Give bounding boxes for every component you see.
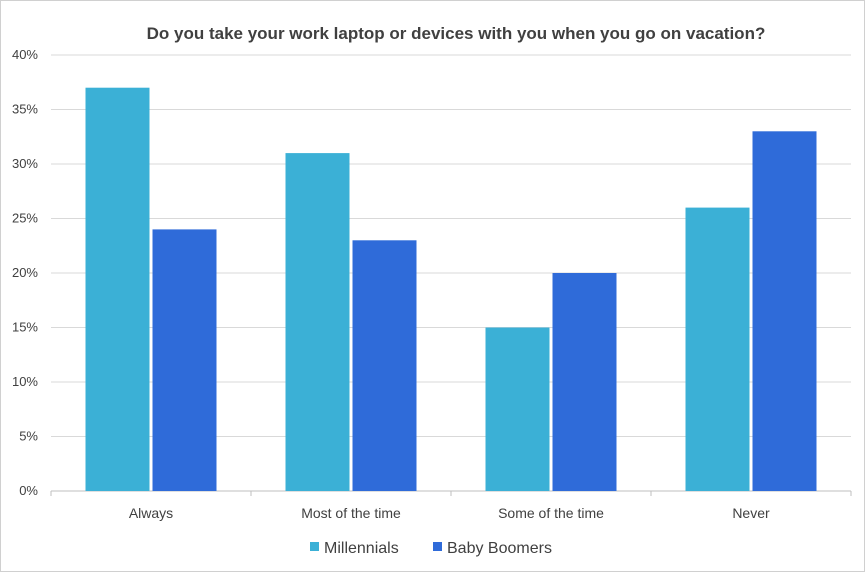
bar-millennials-always — [85, 87, 150, 491]
legend-swatch — [310, 542, 319, 551]
y-tick-label: 25% — [12, 211, 38, 226]
y-tick-label: 40% — [12, 47, 38, 62]
bar-baby-boomers-some-of-the-time — [552, 273, 617, 491]
legend-swatch — [433, 542, 442, 551]
chart-title: Do you take your work laptop or devices … — [147, 24, 766, 43]
y-tick-label: 5% — [19, 429, 38, 444]
legend: Millennials Baby Boomers — [310, 540, 552, 557]
y-tick-label: 10% — [12, 374, 38, 389]
bar-baby-boomers-most-of-the-time — [352, 240, 417, 491]
legend-label: Baby Boomers — [447, 540, 552, 557]
x-category-label: Most of the time — [301, 505, 401, 521]
x-axis: Always Most of the time Some of the time Ne… — [50, 491, 852, 521]
y-tick-label: 35% — [12, 102, 38, 117]
bar-baby-boomers-never — [752, 131, 817, 492]
y-tick-label: 30% — [12, 156, 38, 171]
x-category-label: Always — [129, 505, 173, 521]
x-category-label: Never — [732, 505, 770, 521]
y-tick-label: 15% — [12, 320, 38, 335]
x-category-label: Some of the time — [498, 505, 604, 521]
legend-label: Millennials — [324, 540, 399, 557]
bars — [85, 87, 817, 492]
y-axis: 0% 5% 10% 15% 20% 25% 30% 35% 40% — [12, 47, 38, 498]
y-tick-label: 0% — [19, 483, 38, 498]
bar-millennials-some-of-the-time — [485, 327, 550, 491]
y-tick-label: 20% — [12, 265, 38, 280]
bar-millennials-most-of-the-time — [285, 153, 350, 491]
bar-millennials-never — [685, 207, 750, 491]
bar-baby-boomers-always — [152, 229, 217, 491]
